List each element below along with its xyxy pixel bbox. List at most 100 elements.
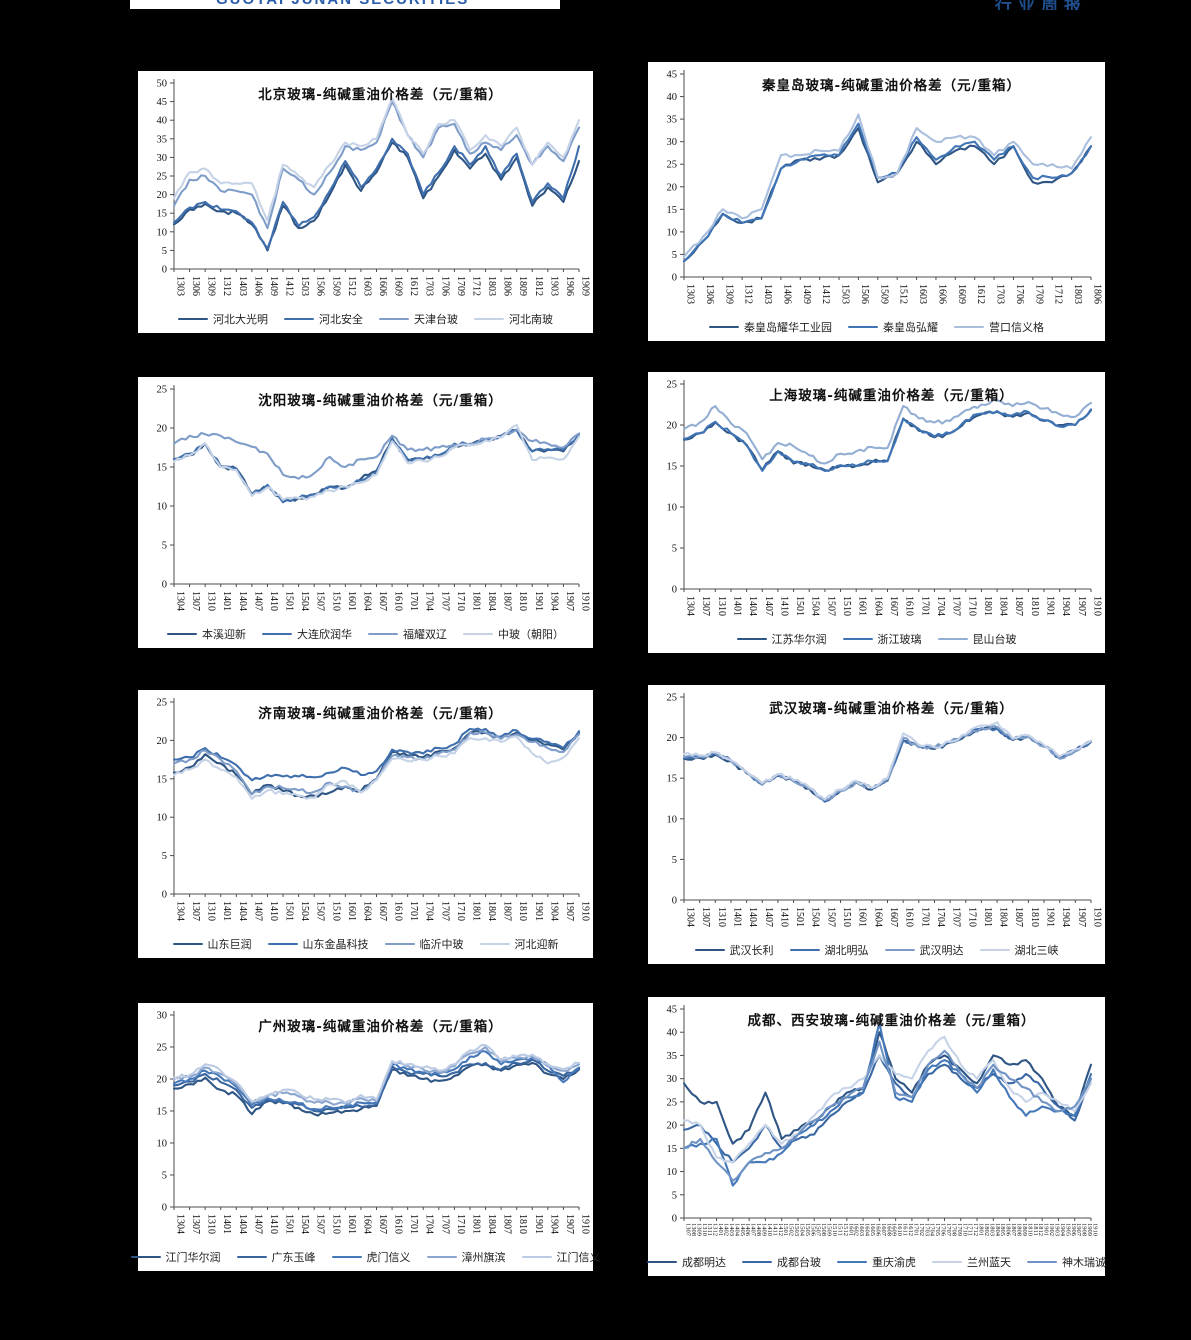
legend-item: 武汉明达: [884, 942, 964, 958]
svg-text:1307: 1307: [190, 591, 201, 611]
svg-text:1701: 1701: [912, 1223, 919, 1236]
svg-text:5: 5: [672, 544, 677, 555]
legend-item: 浙江玻璃: [842, 631, 922, 647]
svg-text:1603: 1603: [361, 276, 372, 296]
svg-text:1801: 1801: [982, 907, 993, 927]
svg-text:1709: 1709: [455, 276, 466, 296]
svg-text:1401: 1401: [731, 596, 742, 616]
svg-text:1409: 1409: [760, 1223, 767, 1236]
svg-text:1303: 1303: [175, 276, 186, 296]
legend-line-swatch: [937, 637, 968, 641]
svg-text:1906: 1906: [1070, 1223, 1077, 1237]
chart-legend: 山东巨润 山东金晶科技 临沂中玻 河北迎新: [138, 935, 593, 953]
svg-text:1508: 1508: [820, 1223, 827, 1236]
legend-line-swatch: [848, 325, 878, 329]
svg-text:1801: 1801: [982, 596, 993, 616]
svg-text:5: 5: [672, 855, 677, 866]
svg-text:0: 0: [672, 896, 677, 907]
svg-text:40: 40: [667, 1028, 678, 1039]
svg-text:1604: 1604: [864, 1223, 871, 1237]
legend-label: 福耀双辽: [403, 628, 447, 641]
svg-text:1707: 1707: [439, 591, 450, 611]
svg-text:1312: 1312: [712, 1223, 719, 1236]
legend-label: 重庆渝虎: [872, 1256, 916, 1269]
svg-text:1607: 1607: [880, 1223, 887, 1237]
svg-text:1709: 1709: [1033, 284, 1044, 304]
svg-text:1704: 1704: [935, 596, 946, 616]
legend-line-swatch: [167, 632, 197, 636]
svg-text:0: 0: [672, 585, 677, 596]
svg-text:1902: 1902: [1048, 1223, 1055, 1236]
svg-text:1510: 1510: [841, 907, 852, 927]
svg-text:5: 5: [672, 250, 677, 261]
svg-text:40: 40: [667, 92, 678, 103]
svg-text:1405: 1405: [739, 1223, 746, 1236]
svg-text:1901: 1901: [1045, 596, 1056, 616]
svg-text:1610: 1610: [896, 1223, 903, 1236]
svg-text:1603: 1603: [858, 1223, 865, 1236]
svg-text:1807: 1807: [502, 591, 513, 611]
legend-line-swatch: [742, 1260, 772, 1264]
svg-text:10: 10: [667, 814, 678, 825]
report-type-tag: 行业周报: [995, 0, 1145, 10]
svg-text:1804: 1804: [486, 1214, 497, 1234]
svg-text:1503: 1503: [840, 284, 851, 304]
legend-item: 本溪迎新: [167, 626, 246, 642]
svg-text:1703: 1703: [923, 1223, 930, 1236]
svg-text:1703: 1703: [424, 276, 435, 296]
svg-text:1401: 1401: [731, 907, 742, 927]
svg-text:1801: 1801: [978, 1223, 985, 1236]
svg-text:30: 30: [157, 153, 168, 164]
svg-text:10: 10: [157, 227, 168, 238]
svg-text:20: 20: [667, 733, 678, 744]
svg-text:1407: 1407: [252, 1214, 263, 1234]
svg-text:1803: 1803: [988, 1223, 995, 1236]
svg-text:1404: 1404: [237, 901, 248, 921]
svg-text:1407: 1407: [750, 1223, 757, 1237]
svg-text:10: 10: [667, 227, 678, 238]
legend-line-swatch: [262, 632, 292, 636]
svg-text:1504: 1504: [810, 596, 821, 616]
chart-panel-jinan: 济南玻璃-纯碱重油价格差（元/重箱） 0 5 10 15 20 25 1304 1307 131…: [138, 690, 593, 958]
svg-text:1610: 1610: [393, 1214, 404, 1234]
legend-item: 江门华尔润: [130, 1249, 221, 1265]
chart-legend: 秦皇岛耀华工业园 秦皇岛弘耀 营口信义格: [648, 318, 1105, 336]
svg-text:1509: 1509: [878, 284, 889, 304]
svg-text:1504: 1504: [299, 901, 310, 921]
svg-text:1704: 1704: [424, 591, 435, 611]
svg-text:1403: 1403: [762, 284, 773, 304]
svg-text:15: 15: [157, 774, 168, 785]
svg-text:1610: 1610: [904, 907, 915, 927]
chart-legend: 江门华尔润 广东玉峰 虎门信义 漳州旗滨 江门信义: [130, 1248, 601, 1266]
svg-text:1408: 1408: [755, 1223, 762, 1236]
svg-text:1512: 1512: [842, 1223, 849, 1236]
chart-panel-guangzhou: 广州玻璃-纯碱重油价格差（元/重箱） 0 5 10 15 20 25 30 1304 1307 1…: [130, 1003, 601, 1271]
svg-text:1806: 1806: [1005, 1223, 1012, 1237]
svg-text:1710: 1710: [455, 591, 466, 611]
svg-text:1304: 1304: [685, 907, 696, 927]
svg-text:1701: 1701: [919, 596, 930, 616]
svg-text:1307: 1307: [190, 901, 201, 921]
svg-text:1711: 1711: [967, 1223, 974, 1236]
svg-text:0: 0: [162, 580, 167, 591]
svg-text:1810: 1810: [517, 591, 528, 611]
svg-text:1802: 1802: [983, 1223, 990, 1236]
svg-text:1307: 1307: [700, 596, 711, 616]
svg-text:1710: 1710: [961, 1223, 968, 1236]
svg-text:1409: 1409: [268, 276, 279, 296]
svg-text:1812: 1812: [1037, 1223, 1044, 1236]
svg-text:20: 20: [157, 190, 168, 201]
chart-panel-qinhuangdao: 秦皇岛玻璃-纯碱重油价格差（元/重箱） 0 5 10 15 20 25 30 35 40 45 13…: [648, 62, 1105, 341]
svg-text:15: 15: [667, 774, 678, 785]
svg-text:1612: 1612: [408, 276, 419, 296]
svg-text:1307: 1307: [190, 1214, 201, 1234]
svg-text:1609: 1609: [956, 284, 967, 304]
chart-panel-shenyang: 沈阳玻璃-纯碱重油价格差（元/重箱） 0 5 10 15 20 25 1304 1307 131…: [138, 377, 593, 648]
svg-text:45: 45: [157, 97, 168, 108]
svg-text:1601: 1601: [346, 591, 357, 611]
svg-text:1607: 1607: [377, 591, 388, 611]
legend-line-swatch: [979, 948, 1010, 952]
svg-text:1507: 1507: [315, 1214, 326, 1234]
svg-text:1511: 1511: [836, 1223, 843, 1236]
svg-text:1504: 1504: [810, 907, 821, 927]
